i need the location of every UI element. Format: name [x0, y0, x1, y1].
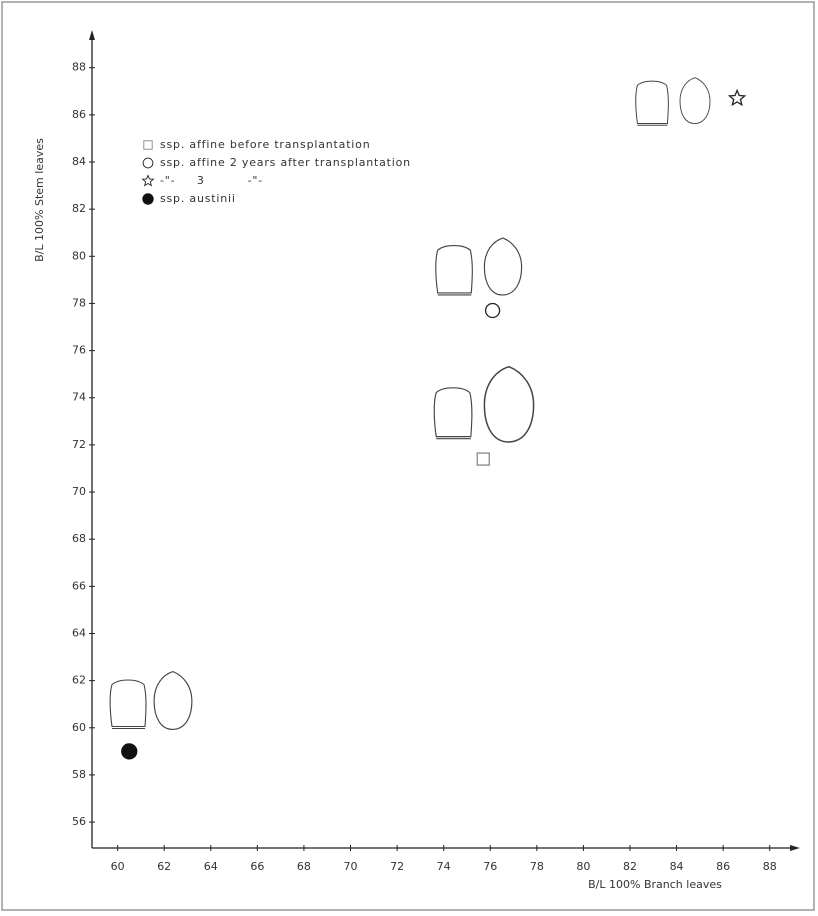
x-tick-label: 78: [530, 860, 544, 873]
legend-label: ssp. affine 2 years after transplantatio…: [160, 156, 411, 169]
x-tick-label: 76: [483, 860, 497, 873]
y-tick-label: 78: [72, 296, 86, 309]
marker-circle: [484, 302, 501, 319]
legend-marker: [142, 193, 154, 205]
leaf-sketch: [153, 670, 193, 731]
y-tick-label: 84: [72, 155, 86, 168]
legend-marker: [143, 140, 153, 150]
leaf-sketch: [109, 679, 147, 730]
legend-label: ssp. austinii: [160, 192, 236, 205]
x-tick-label: 66: [250, 860, 264, 873]
marker-square: [476, 452, 490, 466]
y-axis-arrow: [89, 30, 95, 40]
y-tick-label: 80: [72, 249, 86, 262]
y-tick-label: 56: [72, 815, 86, 828]
marker-star: [727, 88, 747, 107]
x-axis-arrow: [790, 845, 800, 851]
y-tick-label: 62: [72, 674, 86, 687]
y-tick-label: 66: [72, 579, 86, 592]
leaf-sketch: [635, 80, 669, 126]
y-tick-label: 86: [72, 108, 86, 121]
leaf-sketch: [483, 237, 523, 296]
y-tick-label: 82: [72, 202, 86, 215]
legend-label: ssp. affine before transplantation: [160, 138, 370, 151]
y-tick-label: 72: [72, 438, 86, 451]
y-tick-label: 88: [72, 61, 86, 74]
x-tick-label: 80: [576, 860, 590, 873]
x-tick-label: 84: [670, 860, 684, 873]
leaf-sketch: [433, 387, 473, 440]
legend-marker: [141, 174, 155, 187]
x-tick-label: 68: [297, 860, 311, 873]
y-tick-label: 64: [72, 626, 86, 639]
y-tick-label: 76: [72, 344, 86, 357]
x-axis-label: B/L 100% Branch leaves: [588, 878, 722, 891]
x-tick-label: 86: [716, 860, 730, 873]
x-tick-label: 82: [623, 860, 637, 873]
x-tick-label: 88: [763, 860, 777, 873]
y-tick-label: 70: [72, 485, 86, 498]
y-tick-label: 68: [72, 532, 86, 545]
x-tick-label: 60: [111, 860, 125, 873]
leaf-sketch: [679, 77, 711, 125]
y-tick-label: 58: [72, 768, 86, 781]
legend-label: -"- 3 -"-: [160, 174, 263, 187]
y-tick-label: 60: [72, 721, 86, 734]
x-tick-label: 64: [204, 860, 218, 873]
x-tick-label: 70: [344, 860, 358, 873]
x-tick-label: 62: [157, 860, 171, 873]
y-axis-label: B/L 100% Stem leaves: [33, 138, 46, 262]
leaf-sketch: [483, 365, 535, 443]
legend-marker: [142, 157, 154, 169]
leaf-sketch: [435, 244, 473, 296]
x-tick-label: 72: [390, 860, 404, 873]
x-tick-label: 74: [437, 860, 451, 873]
y-tick-label: 74: [72, 391, 86, 404]
marker-dot: [121, 743, 138, 760]
